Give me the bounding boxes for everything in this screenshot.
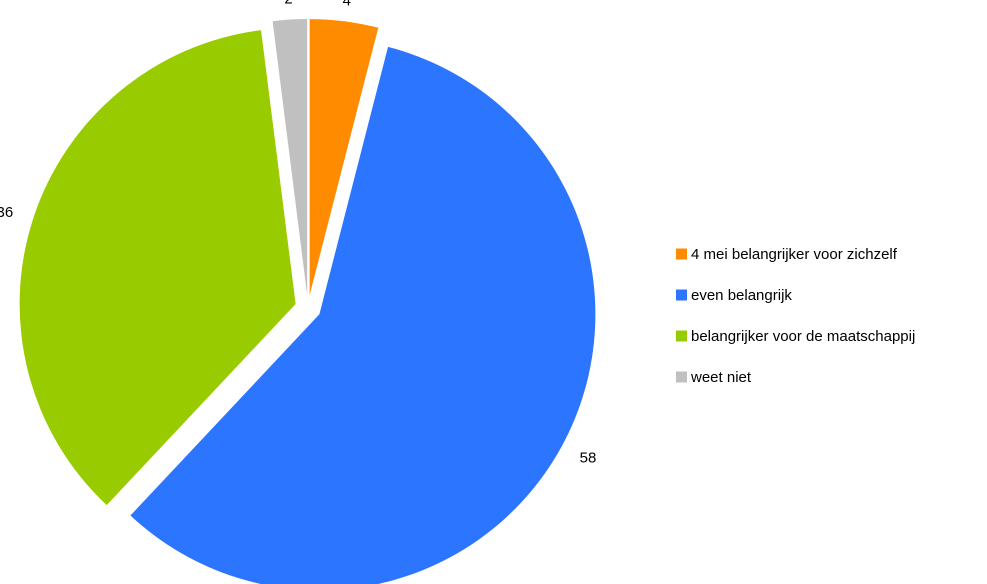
- slice-weet-niet: [272, 19, 308, 296]
- slice-zichzelf: [309, 19, 379, 296]
- legend-swatch: [676, 371, 687, 383]
- legend-swatch: [676, 289, 687, 301]
- legend-label: even belangrijk: [691, 287, 792, 304]
- legend-item-even-belangrijk: even belangrijk: [676, 287, 792, 304]
- slice-even-belangrijk: [130, 46, 596, 584]
- legend-item-weet-niet: weet niet: [676, 369, 752, 386]
- slice-maatschappij: [19, 30, 296, 506]
- legend-swatch: [676, 248, 687, 260]
- legend-label: 4 mei belangrijker voor zichzelf: [691, 246, 898, 263]
- data-label-weet-niet: 2: [284, 0, 292, 8]
- data-labels: 4 58 36 2: [0, 0, 596, 466]
- legend-swatch: [676, 330, 687, 342]
- data-label-maatschappij: 36: [0, 204, 13, 221]
- legend-label: belangrijker voor de maatschappij: [691, 328, 915, 345]
- legend-item-zichzelf: 4 mei belangrijker voor zichzelf: [676, 246, 898, 263]
- data-label-zichzelf: 4: [343, 0, 351, 9]
- legend-label: weet niet: [690, 369, 752, 386]
- legend-item-maatschappij: belangrijker voor de maatschappij: [676, 328, 915, 345]
- legend: 4 mei belangrijker voor zichzelf even bel…: [676, 246, 915, 386]
- data-label-even-belangrijk: 58: [580, 449, 597, 466]
- pie-slices: [19, 19, 596, 584]
